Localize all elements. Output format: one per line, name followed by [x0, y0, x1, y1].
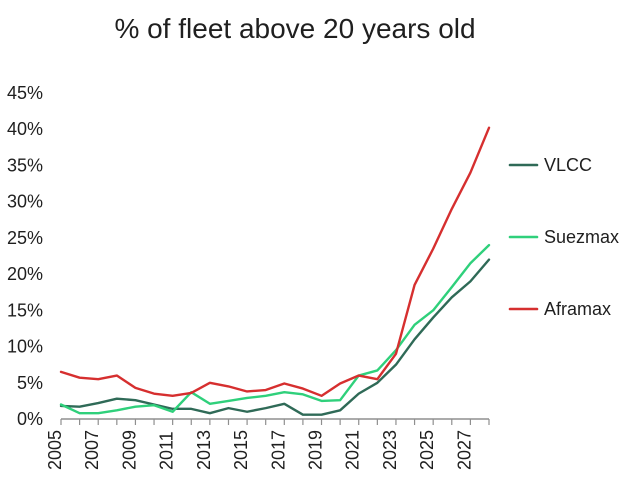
y-tick-label: 20% [7, 264, 43, 284]
y-tick-label: 30% [7, 192, 43, 212]
legend-item-vlcc: VLCC [508, 155, 592, 175]
legend-label: Suezmax [544, 227, 619, 247]
series-lines [59, 126, 491, 416]
x-tick-label: 2025 [417, 430, 437, 470]
x-tick-label: 2019 [306, 430, 326, 470]
x-tick-label: 2015 [231, 430, 251, 470]
y-tick-label: 35% [7, 155, 43, 175]
y-tick-label: 10% [7, 337, 43, 357]
x-tick-label: 2017 [268, 430, 288, 470]
x-tick-label: 2021 [343, 430, 363, 470]
legend-item-suezmax: Suezmax [508, 227, 619, 247]
series-line-aframax [59, 126, 491, 398]
chart-title: % of fleet above 20 years old [114, 13, 475, 44]
legend-label: Aframax [544, 299, 611, 319]
series-line-suezmax [59, 243, 491, 415]
y-tick-label: 25% [7, 228, 43, 248]
legend: VLCC Suezmax Aframax [508, 155, 619, 319]
legend-item-aframax: Aframax [508, 299, 611, 319]
x-axis-ticks: 2005 2007 2009 2011 2013 2015 2017 2019 2021 2023… [45, 419, 490, 470]
x-tick-label: 2023 [380, 430, 400, 470]
legend-label: VLCC [544, 155, 592, 175]
x-tick-label: 2009 [119, 430, 139, 470]
x-tick-label: 2011 [157, 431, 177, 470]
x-tick-label: 2005 [45, 430, 65, 470]
y-axis-ticks: 0% 5% 10% 15% 20% 25% 30% 35% 40% 45% [7, 83, 43, 429]
y-tick-label: 45% [7, 83, 43, 103]
x-tick-label: 2027 [454, 430, 474, 470]
y-tick-label: 40% [7, 119, 43, 139]
y-tick-label: 15% [7, 300, 43, 320]
y-tick-label: 0% [17, 409, 43, 429]
series-line-vlcc [59, 258, 491, 416]
y-tick-label: 5% [17, 373, 43, 393]
x-tick-label: 2007 [82, 430, 102, 470]
x-tick-label: 2013 [194, 430, 214, 470]
